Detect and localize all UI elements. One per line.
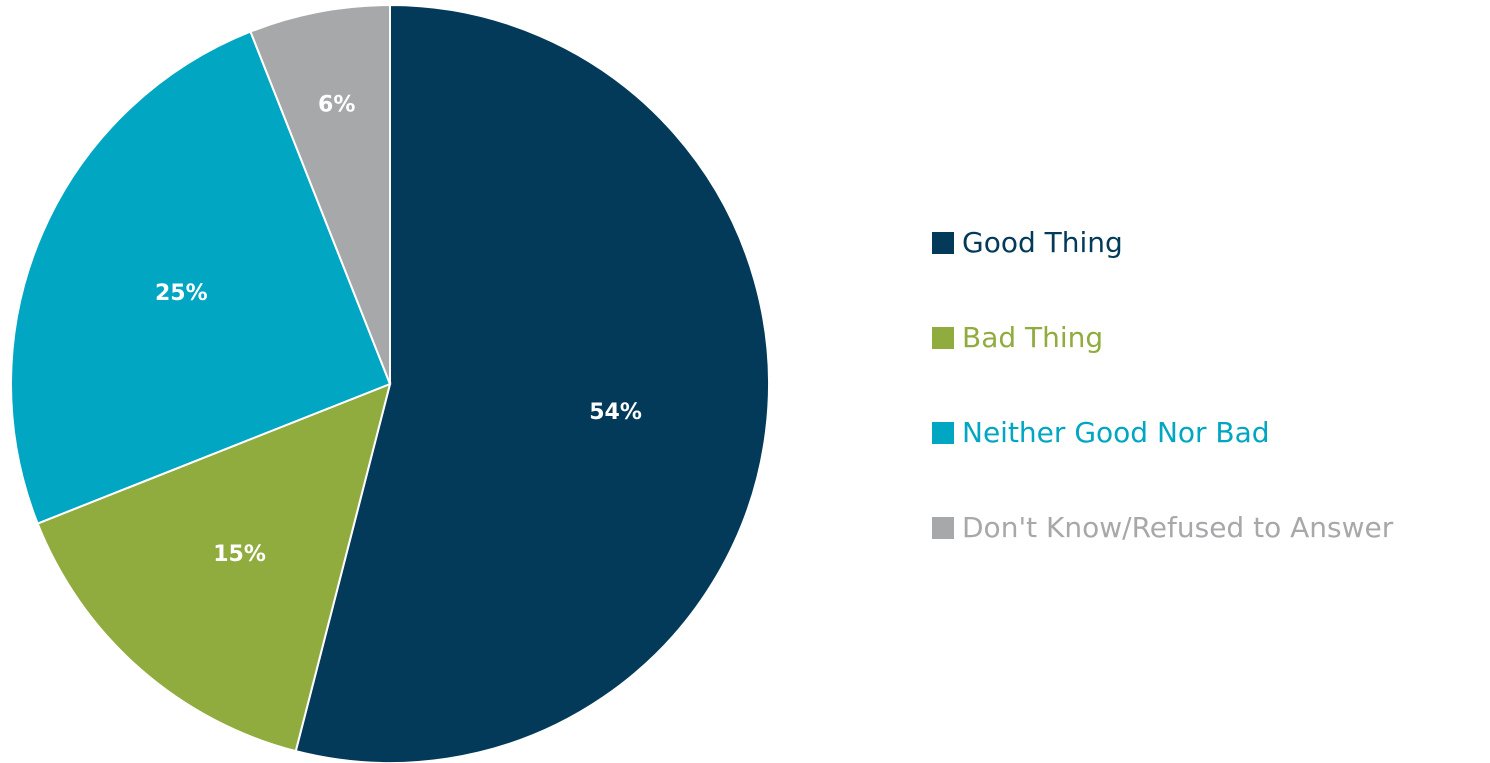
legend-label: Neither Good Nor Bad (962, 416, 1270, 449)
legend-label: Bad Thing (962, 321, 1104, 354)
slice-label-neither-good-nor-bad: 25% (155, 281, 208, 306)
chart-legend: Good Thing Bad Thing Neither Good Nor Bad D… (932, 220, 1482, 600)
pie-slice-good-thing (294, 3, 770, 763)
slice-label-good-thing: 54% (589, 400, 642, 425)
legend-swatch (932, 327, 954, 349)
pie-slice-don-t-know-refused-to-answer (249, 3, 391, 385)
pie-slice-neither-good-nor-bad (10, 30, 392, 525)
legend-swatch (932, 422, 954, 444)
legend-label: Don't Know/Refused to Answer (962, 511, 1394, 544)
slice-label-bad-thing: 15% (213, 542, 266, 567)
legend-item-bad-thing: Bad Thing (932, 315, 1482, 361)
legend-item-good-thing: Good Thing (932, 220, 1482, 266)
pie-slice-bad-thing (36, 382, 392, 753)
pie-plot-area: 54% 15% 25% 6% (10, 3, 770, 763)
slice-label-don-t-know-refused-to-answer: 6% (318, 92, 355, 117)
legend-swatch (932, 517, 954, 539)
legend-swatch (932, 232, 954, 254)
legend-label: Good Thing (962, 226, 1123, 259)
legend-item-neither-good-nor-bad: Neither Good Nor Bad (932, 410, 1482, 456)
legend-item-don-t-know-refused-to-answer: Don't Know/Refused to Answer (932, 505, 1482, 551)
